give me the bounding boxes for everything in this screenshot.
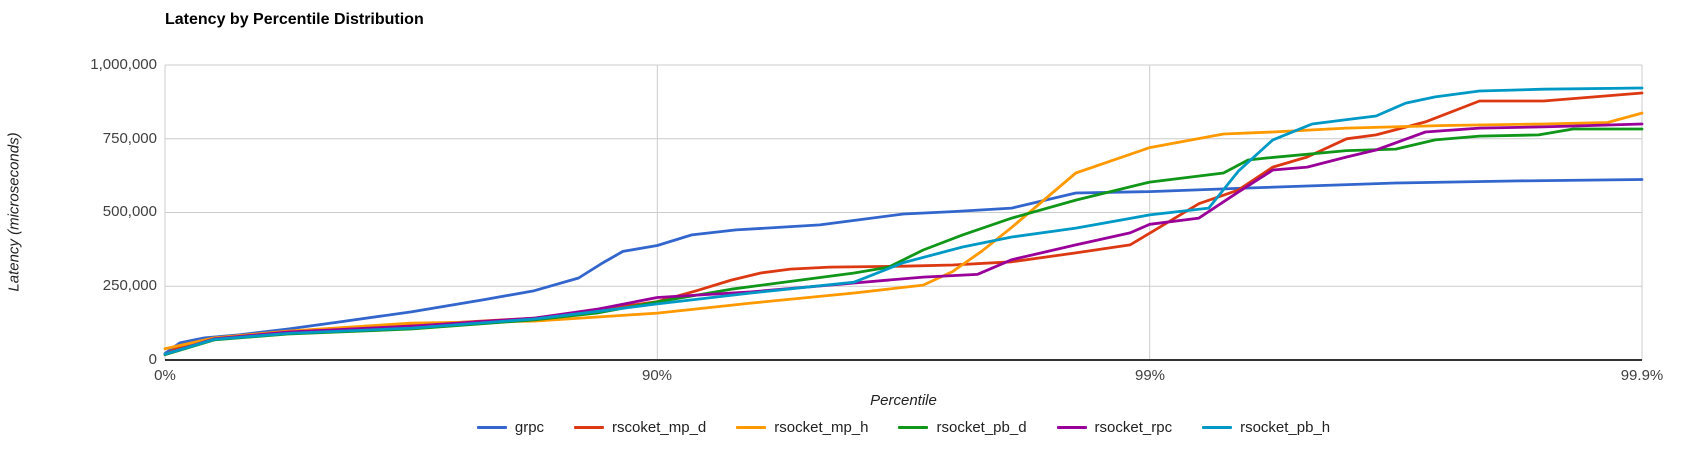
y-tick-250000: 250,000 bbox=[102, 277, 157, 294]
legend-item-rscoket-mp-d[interactable]: rscoket_mp_d bbox=[574, 419, 706, 436]
x-tick-99: 99% bbox=[1134, 367, 1166, 384]
y-tick-500000: 500,000 bbox=[102, 203, 157, 220]
x-tick-0: 0% bbox=[154, 367, 176, 384]
legend-label: rsocket_rpc bbox=[1094, 419, 1173, 436]
legend-label: rsocket_pb_h bbox=[1240, 419, 1331, 436]
legend-label: rsocket_mp_h bbox=[774, 419, 869, 436]
legend-item-grpc[interactable]: grpc bbox=[476, 419, 545, 436]
legend-item-rsocket-mp-h[interactable]: rsocket_mp_h bbox=[736, 419, 868, 436]
series-line-grpc bbox=[163, 178, 1644, 355]
grpc-line-swatch-icon bbox=[476, 426, 507, 429]
legend-item-rsocket-pb-h[interactable]: rsocket_pb_h bbox=[1202, 419, 1330, 436]
y-tick-0: 0 bbox=[148, 351, 157, 368]
rsocket-rpc-line-swatch-icon bbox=[1056, 426, 1087, 429]
series-line-rsocket_mp_h bbox=[163, 111, 1644, 351]
chart-title: Latency by Percentile Distribution bbox=[165, 11, 424, 28]
rsocket-pb-d-line-swatch-icon bbox=[898, 426, 929, 429]
legend-label: rsocket_pb_d bbox=[936, 419, 1027, 436]
series-line-rsocket_pb_d bbox=[163, 127, 1644, 357]
rsocket-mp-h-line-swatch-icon bbox=[736, 426, 767, 429]
y-tick-1000000: 1,000,000 bbox=[90, 56, 157, 73]
legend: grpc rscoket_mp_d rsocket_mp_h rsocket_p… bbox=[165, 419, 1642, 436]
legend-label: rscoket_mp_d bbox=[612, 419, 707, 436]
legend-item-rsocket-pb-d[interactable]: rsocket_pb_d bbox=[898, 419, 1027, 436]
legend-label: grpc bbox=[514, 419, 545, 436]
series-line-rsocket_rpc bbox=[163, 122, 1644, 356]
x-tick-99-9: 99.9% bbox=[1620, 367, 1664, 384]
x-axis-title: Percentile bbox=[870, 392, 937, 409]
y-tick-750000: 750,000 bbox=[102, 130, 157, 147]
series-line-rsocket_pb_h bbox=[163, 86, 1644, 356]
legend-item-rsocket-rpc[interactable]: rsocket_rpc bbox=[1056, 419, 1173, 436]
rscoket-mp-d-line-swatch-icon bbox=[574, 426, 605, 429]
x-tick-90: 90% bbox=[641, 367, 673, 384]
rsocket-pb-h-line-swatch-icon bbox=[1202, 426, 1233, 429]
